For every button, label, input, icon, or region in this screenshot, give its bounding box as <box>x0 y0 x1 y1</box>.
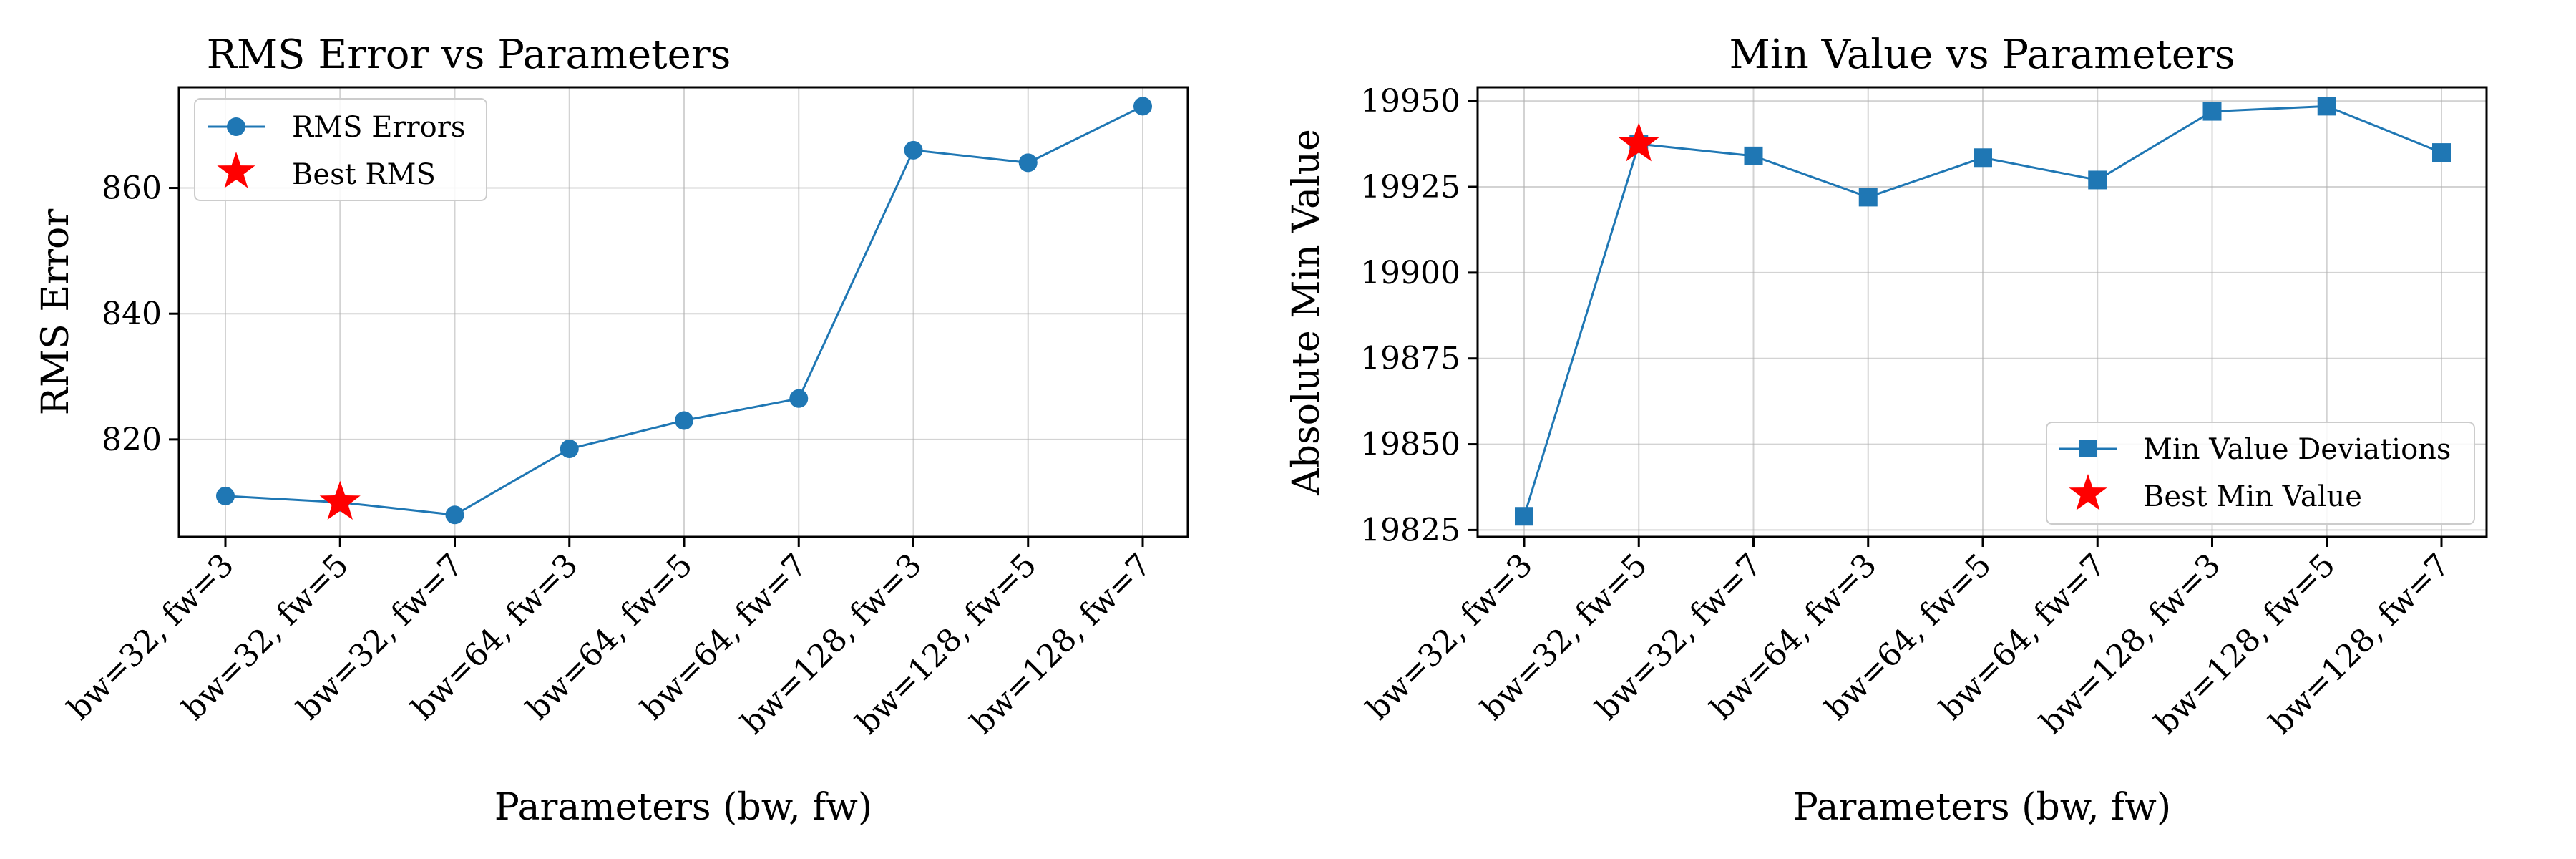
data-point <box>1858 188 1878 207</box>
legend-marker-min-value-deviations <box>2079 440 2097 457</box>
y-tick-label: 19925 <box>1360 169 1460 205</box>
data-point <box>1974 148 1992 168</box>
y-axis-ticks: 19825 19850 19875 19900 19925 19950 <box>1360 83 1478 548</box>
y-axis-ticks: 820 840 860 <box>102 170 179 458</box>
chart-title: Min Value vs Parameters <box>1729 31 2235 78</box>
data-point <box>2432 143 2451 162</box>
data-point <box>445 505 464 525</box>
y-tick-label: 860 <box>102 170 162 207</box>
y-tick-label: 19850 <box>1360 427 1460 463</box>
legend-box <box>2046 422 2475 525</box>
data-point <box>1018 153 1038 173</box>
y-tick-label: 19875 <box>1360 341 1460 377</box>
x-axis-label: Parameters (bw, fw) <box>1793 786 2171 829</box>
x-axis-ticks: bw=32, fw=3bw=32, fw=5bw=32, fw=7bw=64, … <box>61 537 1158 742</box>
y-tick-label: 840 <box>102 296 162 332</box>
y-tick-label: 820 <box>102 422 162 458</box>
data-point <box>675 411 693 430</box>
chart-title: RMS Error vs Parameters <box>207 31 731 78</box>
y-tick-label: 19825 <box>1360 512 1460 548</box>
legend-label-rms-errors: RMS Errors <box>292 111 465 144</box>
y-axis-label: Absolute Min Value <box>1285 129 1328 496</box>
x-axis-ticks: bw=32, fw=3bw=32, fw=5bw=32, fw=7bw=64, … <box>1360 537 2457 742</box>
data-point <box>789 389 809 408</box>
legend-marker-best-min-value <box>2069 474 2107 510</box>
y-tick-label: 19950 <box>1360 83 1460 120</box>
legend-box <box>194 98 487 201</box>
data-point <box>1133 97 1152 116</box>
highlight-star-best-rms <box>319 480 361 520</box>
legend-label-best-min-value: Best Min Value <box>2143 480 2362 513</box>
data-point <box>2202 102 2222 121</box>
legend-marker-rms-errors <box>227 117 245 136</box>
data-point <box>560 440 579 459</box>
legend: RMS Errors Best RMS <box>194 98 487 201</box>
rms-error-chart: RMS Error vs Parameters 820 840 860 bw=32,… <box>34 31 1189 829</box>
legend: Min Value Deviations Best Min Value <box>2046 422 2475 525</box>
y-tick-label: 19900 <box>1360 255 1460 291</box>
x-axis-label: Parameters (bw, fw) <box>494 786 872 829</box>
min-value-chart: Min Value vs Parameters 1982519850198751… <box>1285 31 2488 829</box>
data-point <box>216 486 235 505</box>
best-rms-marker-layer <box>319 480 361 520</box>
series-rms-errors <box>216 97 1152 525</box>
data-point <box>1515 507 1533 526</box>
y-axis-label: RMS Error <box>34 209 77 416</box>
legend-marker-best-rms <box>217 152 255 188</box>
data-point <box>2317 97 2336 116</box>
legend-label-min-value-deviations: Min Value Deviations <box>2143 433 2451 466</box>
data-point <box>904 140 923 160</box>
highlight-star-best-min-value <box>1618 122 1659 162</box>
legend-label-best-rms: Best RMS <box>292 158 436 191</box>
best-min-value-marker-layer <box>1618 122 1659 162</box>
data-point <box>1744 146 1763 165</box>
data-point <box>2088 170 2107 190</box>
